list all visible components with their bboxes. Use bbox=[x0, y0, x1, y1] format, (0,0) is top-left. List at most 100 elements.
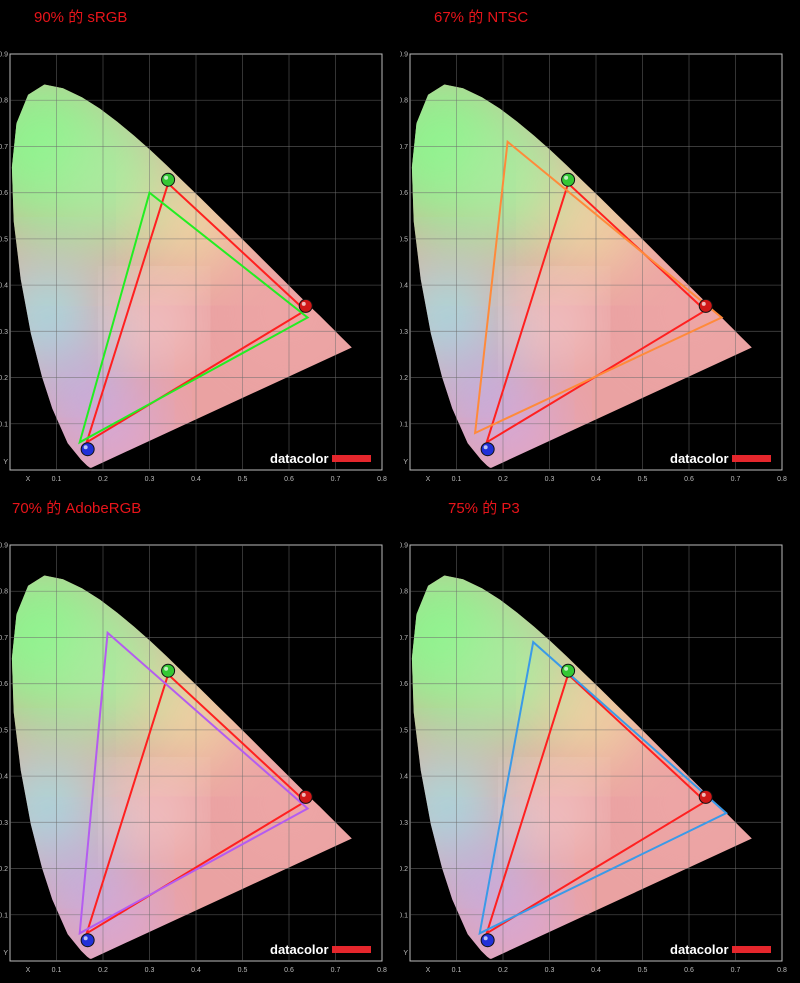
y-tick-label: 0.2 bbox=[400, 866, 408, 873]
x-axis-label: X bbox=[26, 476, 31, 483]
x-tick-label: 0.5 bbox=[638, 476, 648, 483]
y-tick-label: 0.9 bbox=[0, 52, 8, 59]
primary-marker bbox=[561, 663, 576, 678]
y-tick-label: 0.6 bbox=[0, 190, 8, 197]
y-tick-label: 0.1 bbox=[400, 421, 408, 428]
x-tick-label: 0.7 bbox=[731, 476, 741, 483]
primary-marker-highlight bbox=[564, 175, 569, 180]
datacolor-logo-bar bbox=[732, 455, 771, 462]
datacolor-logo: datacolor bbox=[270, 942, 329, 957]
y-tick-label: 0.3 bbox=[400, 329, 408, 336]
primary-marker-highlight bbox=[301, 792, 306, 797]
x-tick-label: 0.7 bbox=[331, 967, 341, 974]
x-tick-label: 0.2 bbox=[498, 476, 508, 483]
y-axis-label: Y bbox=[3, 950, 8, 957]
primary-marker-highlight bbox=[83, 445, 88, 450]
y-tick-label: 0.4 bbox=[400, 774, 408, 781]
x-tick-label: 0.1 bbox=[52, 967, 62, 974]
y-tick-label: 0.3 bbox=[0, 820, 8, 827]
primary-marker bbox=[298, 298, 313, 313]
y-tick-label: 0.5 bbox=[0, 236, 8, 243]
y-tick-label: 0.8 bbox=[400, 98, 408, 105]
y-tick-label: 0.5 bbox=[0, 727, 8, 734]
datacolor-logo: datacolor bbox=[670, 942, 729, 957]
x-tick-label: 0.3 bbox=[545, 476, 555, 483]
gamut-chart: 0.1 0.2 0.3 0.4 0.5 0.6 0.7 0.8 0.1 0.2 0.3 0.4 0.5 0… bbox=[400, 52, 787, 484]
chart-panel-srgb: 90% 的 sRGB 0.1 0.2 0.3 0.4 0.5 0.6 0.7 0.8 0.1 0.… bbox=[0, 0, 400, 491]
primary-marker bbox=[698, 298, 713, 313]
x-tick-label: 0.7 bbox=[731, 967, 741, 974]
y-tick-label: 0.3 bbox=[400, 820, 408, 827]
y-tick-label: 0.8 bbox=[400, 589, 408, 596]
y-tick-label: 0.3 bbox=[0, 329, 8, 336]
x-tick-label: 0.4 bbox=[591, 967, 601, 974]
y-tick-label: 0.7 bbox=[0, 635, 8, 642]
y-tick-label: 0.2 bbox=[400, 375, 408, 382]
x-tick-label: 0.3 bbox=[145, 967, 155, 974]
x-tick-label: 0.6 bbox=[284, 967, 294, 974]
y-axis-label: Y bbox=[403, 950, 408, 957]
y-tick-label: 0.4 bbox=[0, 774, 8, 781]
primary-marker bbox=[80, 933, 95, 948]
primary-marker-highlight bbox=[483, 445, 488, 450]
y-tick-label: 0.2 bbox=[0, 866, 8, 873]
x-tick-label: 0.4 bbox=[591, 476, 601, 483]
y-tick-label: 0.9 bbox=[400, 543, 408, 550]
chart-panel-ntsc: 67% 的 NTSC 0.1 0.2 0.3 0.4 0.5 0.6 0.7 0.8 0.1 0.… bbox=[400, 0, 800, 491]
x-tick-label: 0.5 bbox=[638, 967, 648, 974]
chart-title: 67% 的 NTSC bbox=[434, 9, 529, 26]
primary-marker-highlight bbox=[301, 301, 306, 306]
primary-marker bbox=[161, 663, 176, 678]
y-tick-label: 0.8 bbox=[0, 589, 8, 596]
y-tick-label: 0.1 bbox=[0, 421, 8, 428]
primary-marker bbox=[480, 933, 495, 948]
x-tick-label: 0.6 bbox=[284, 476, 294, 483]
x-tick-label: 0.1 bbox=[452, 476, 462, 483]
chart-title: 75% 的 P3 bbox=[448, 500, 520, 517]
y-tick-label: 0.7 bbox=[400, 635, 408, 642]
x-tick-label: 0.1 bbox=[452, 967, 462, 974]
primary-marker-highlight bbox=[564, 666, 569, 671]
x-tick-label: 0.4 bbox=[191, 967, 201, 974]
datacolor-logo: datacolor bbox=[670, 451, 729, 466]
datacolor-logo-bar bbox=[732, 946, 771, 953]
primary-marker bbox=[161, 172, 176, 187]
primary-marker bbox=[298, 789, 313, 804]
y-axis-label: Y bbox=[3, 459, 8, 466]
x-tick-label: 0.5 bbox=[238, 476, 248, 483]
x-tick-label: 0.8 bbox=[777, 476, 787, 483]
primary-marker bbox=[480, 442, 495, 457]
x-tick-label: 0.6 bbox=[684, 967, 694, 974]
primary-marker-highlight bbox=[701, 301, 706, 306]
y-tick-label: 0.9 bbox=[400, 52, 408, 59]
y-axis-label: Y bbox=[403, 459, 408, 466]
gamut-triangle bbox=[484, 672, 707, 936]
x-tick-label: 0.7 bbox=[331, 476, 341, 483]
gamut-triangle bbox=[84, 672, 307, 936]
chart-title: 90% 的 sRGB bbox=[34, 9, 128, 26]
gamut-triangle bbox=[78, 190, 310, 445]
x-tick-label: 0.8 bbox=[377, 967, 387, 974]
y-tick-label: 0.2 bbox=[0, 375, 8, 382]
gamut-triangle bbox=[78, 630, 310, 936]
datacolor-logo-bar bbox=[332, 946, 371, 953]
y-tick-label: 0.4 bbox=[400, 283, 408, 290]
gamut-chart: 0.1 0.2 0.3 0.4 0.5 0.6 0.7 0.8 0.1 0.2 0.3 0.4 0.5 0… bbox=[400, 543, 787, 975]
x-tick-label: 0.5 bbox=[238, 967, 248, 974]
datacolor-logo: datacolor bbox=[270, 451, 329, 466]
x-tick-label: 0.2 bbox=[498, 967, 508, 974]
primary-marker-highlight bbox=[701, 792, 706, 797]
y-tick-label: 0.7 bbox=[0, 144, 8, 151]
gamut-triangle bbox=[473, 139, 724, 435]
x-tick-label: 0.3 bbox=[545, 967, 555, 974]
x-tick-label: 0.1 bbox=[52, 476, 62, 483]
y-tick-label: 0.6 bbox=[400, 681, 408, 688]
y-tick-label: 0.6 bbox=[400, 190, 408, 197]
y-tick-label: 0.9 bbox=[0, 543, 8, 550]
x-tick-label: 0.2 bbox=[98, 967, 108, 974]
y-tick-label: 0.6 bbox=[0, 681, 8, 688]
x-tick-label: 0.4 bbox=[191, 476, 201, 483]
y-tick-label: 0.1 bbox=[400, 912, 408, 919]
x-tick-label: 0.2 bbox=[98, 476, 108, 483]
primary-marker-highlight bbox=[164, 666, 169, 671]
